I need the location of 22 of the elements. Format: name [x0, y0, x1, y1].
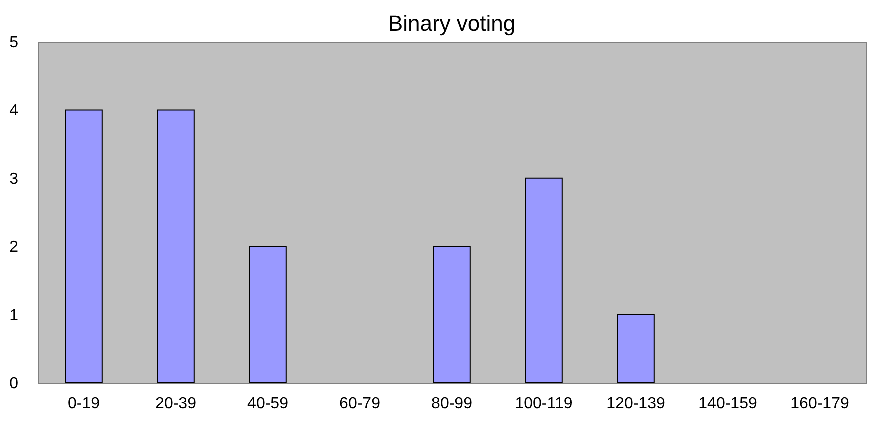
- y-tick-label: 4: [10, 102, 19, 120]
- x-tick-label: 120-139: [606, 396, 666, 412]
- y-tick-label: 3: [10, 170, 19, 188]
- x-tick-label: 0-19: [68, 396, 100, 412]
- chart-title: Binary voting: [388, 11, 516, 36]
- bar: [617, 314, 655, 384]
- y-tick-label: 5: [10, 34, 19, 52]
- x-tick-label: 20-39: [156, 396, 197, 412]
- y-tick-label: 0: [10, 376, 19, 392]
- y-tick-label: 2: [10, 239, 19, 256]
- bar: [157, 110, 195, 384]
- x-tick-label: 160-179: [790, 396, 850, 412]
- x-tick-label: 140-159: [698, 396, 758, 412]
- bar: [65, 110, 103, 384]
- bar: [249, 246, 287, 384]
- bar: [433, 246, 471, 384]
- x-tick-label: 80-99: [432, 396, 473, 412]
- bar: [525, 178, 563, 384]
- x-tick-label: 40-59: [248, 396, 289, 412]
- x-tick-label: 60-79: [340, 396, 381, 412]
- y-tick-label: 1: [10, 307, 19, 324]
- x-tick-label: 100-119: [515, 396, 573, 412]
